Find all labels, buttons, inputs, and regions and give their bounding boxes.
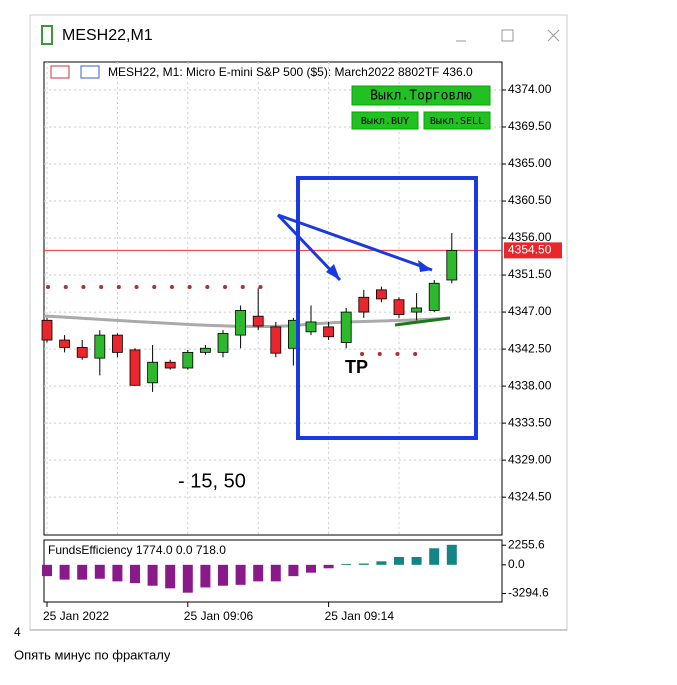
candle-body bbox=[358, 296, 370, 313]
y-tick-label: 2255.6 bbox=[508, 537, 545, 551]
y-tick-label: 4360.50 bbox=[508, 193, 552, 207]
trade-button-label: Выкл.Торговлю bbox=[370, 89, 472, 104]
candle-body bbox=[59, 339, 70, 348]
footer-number: 4 bbox=[14, 625, 21, 639]
histogram-bar bbox=[270, 564, 281, 582]
histogram-bar bbox=[235, 564, 246, 585]
trade-button[interactable] bbox=[351, 85, 491, 106]
histogram-bar bbox=[306, 564, 316, 573]
y-tick-label: 4342.50 bbox=[508, 341, 552, 355]
highlight-box bbox=[296, 176, 478, 440]
candle-body bbox=[112, 334, 123, 353]
x-tick-label: 25 Jan 09:06 bbox=[184, 609, 254, 623]
window-icon bbox=[41, 25, 53, 45]
histogram-bar bbox=[323, 564, 334, 569]
histogram-bar bbox=[165, 564, 176, 589]
candle-body bbox=[428, 282, 440, 311]
candle-body bbox=[76, 347, 88, 358]
histogram-bar bbox=[253, 564, 264, 582]
candle-body bbox=[305, 321, 317, 333]
window-title: MESH22,M1 bbox=[62, 27, 153, 44]
candle-body bbox=[270, 326, 282, 354]
y-tick-label: -3294.6 bbox=[508, 586, 549, 600]
histogram-bar bbox=[446, 544, 457, 565]
y-tick-label: 4369.50 bbox=[508, 119, 552, 133]
candle-body bbox=[182, 351, 194, 369]
buy-button-label: Выкл.BUY bbox=[361, 116, 409, 127]
buy-button[interactable] bbox=[351, 111, 419, 130]
histogram-bar bbox=[358, 563, 369, 565]
candle-body bbox=[217, 333, 229, 353]
candle-body bbox=[252, 315, 264, 327]
candle-body bbox=[323, 326, 335, 338]
histogram-bar bbox=[429, 548, 440, 565]
sell-button[interactable] bbox=[423, 111, 491, 130]
arrowhead bbox=[326, 260, 432, 280]
candle-body bbox=[199, 347, 211, 353]
y-tick-label: 4351.50 bbox=[508, 267, 552, 281]
candle-body bbox=[375, 289, 387, 300]
y-tick-label: 4347.00 bbox=[508, 304, 552, 318]
y-tick-label: 4329.00 bbox=[508, 452, 552, 466]
histogram-bar bbox=[394, 556, 404, 565]
tp-label: TP bbox=[345, 357, 368, 377]
candle-body bbox=[446, 249, 458, 281]
last-price-label: 4354.50 bbox=[508, 243, 552, 257]
y-tick-label: 4338.00 bbox=[508, 378, 552, 392]
y-tick-label: 4356.00 bbox=[508, 230, 552, 244]
candle-body bbox=[235, 310, 247, 336]
close-button[interactable] bbox=[547, 29, 560, 42]
last-price-tag bbox=[504, 242, 562, 259]
x-tick-label: 25 Jan 2022 bbox=[43, 609, 109, 623]
main-panel bbox=[43, 61, 503, 536]
histogram-bar bbox=[94, 564, 105, 579]
result-label: - 15, 50 bbox=[178, 470, 246, 492]
histogram-bar bbox=[147, 564, 158, 586]
y-tick-label: 4324.50 bbox=[508, 489, 552, 503]
histogram-bar bbox=[77, 564, 88, 580]
histogram-bar bbox=[130, 564, 140, 584]
x-tick-label: 25 Jan 09:14 bbox=[325, 609, 395, 623]
indicator-title: FundsEfficiency 1774.0 0.0 718.0 bbox=[48, 543, 226, 557]
y-tick-label: 4374.00 bbox=[508, 82, 552, 96]
header-icon bbox=[50, 65, 70, 79]
histogram-bar bbox=[341, 563, 352, 565]
candle-body bbox=[340, 311, 352, 343]
histogram-bar bbox=[218, 564, 228, 586]
candle-body bbox=[94, 334, 106, 359]
candle-body bbox=[411, 307, 423, 313]
chart-header: MESH22, M1: Micro E-mini S&P 500 ($5): M… bbox=[108, 65, 395, 79]
maximize-button[interactable] bbox=[501, 29, 514, 42]
y-tick-label: 4333.50 bbox=[508, 415, 552, 429]
y-tick-label: 0.0 bbox=[508, 557, 525, 571]
histogram-bar bbox=[376, 561, 387, 565]
candle-body bbox=[164, 361, 176, 369]
histogram-bar bbox=[182, 564, 193, 593]
candle-body bbox=[41, 319, 53, 341]
candle-body bbox=[147, 361, 159, 384]
histogram-bar bbox=[112, 564, 123, 582]
header-overlay: 8802TF 436.0 bbox=[398, 65, 473, 79]
candle-body bbox=[393, 299, 405, 315]
histogram-bar bbox=[200, 564, 211, 588]
footer-caption: Опять минус по фракталу bbox=[14, 647, 171, 662]
y-tick-label: 4365.00 bbox=[508, 156, 552, 170]
histogram-bar bbox=[288, 564, 299, 577]
histogram-bar bbox=[59, 564, 70, 580]
header-icon bbox=[80, 65, 100, 79]
moving-average-fast bbox=[394, 316, 451, 327]
histogram-bar bbox=[42, 564, 52, 577]
candle-body bbox=[129, 349, 141, 386]
histogram-bar bbox=[411, 556, 422, 565]
sell-button-label: Выкл.SELL bbox=[430, 116, 484, 127]
